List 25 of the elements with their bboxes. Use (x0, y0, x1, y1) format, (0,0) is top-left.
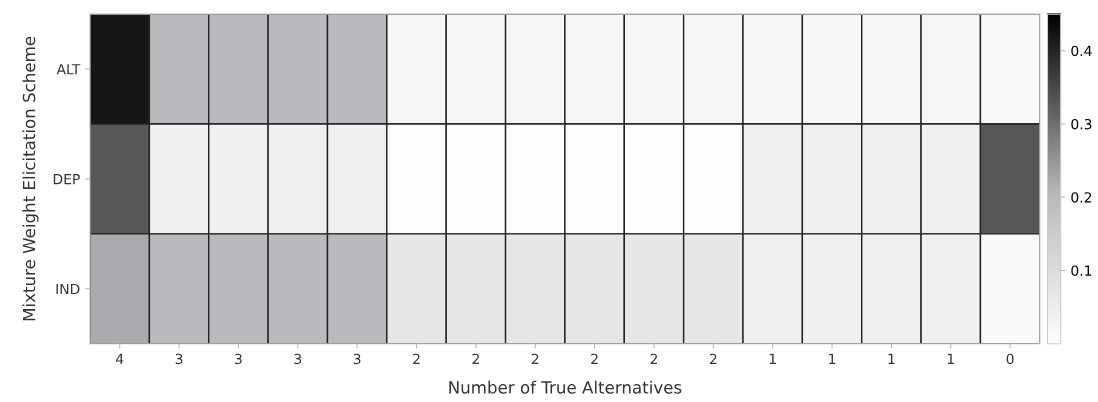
y-axis-title: Mixture Weight Elicitation Scheme (22, 36, 39, 321)
x-tick-label: 3 (235, 353, 242, 365)
x-tick-label: 2 (413, 353, 420, 364)
x-tick-label: 2 (709, 353, 717, 364)
x-tick-label: 0 (1006, 353, 1014, 365)
x-tick-label: 2 (531, 353, 539, 364)
color-bar-label: 0.3 (1071, 118, 1092, 130)
x-tick-label: 1 (888, 353, 895, 364)
x-tick-label: 2 (650, 353, 657, 364)
x-tick-label: 3 (294, 353, 302, 365)
x-tick-label: 3 (353, 353, 361, 365)
x-axis-title: Number of True Alternatives (449, 380, 682, 394)
color-bar-label: 0.1 (1071, 265, 1092, 276)
x-tick-label: 1 (947, 353, 954, 364)
x-tick-label: 2 (472, 353, 479, 364)
x-tick-label: 4 (115, 353, 124, 364)
color-bar-label: 0.4 (1071, 45, 1092, 57)
y-tick-label: IND (56, 283, 80, 295)
x-tick-label: 1 (769, 353, 776, 364)
y-tick-label: ALT (56, 64, 81, 75)
x-tick-label: 2 (591, 353, 598, 364)
color-bar-label: 0.2 (1071, 192, 1092, 203)
y-tick-label: DEP (53, 174, 80, 185)
x-tick-label: 1 (829, 353, 836, 364)
x-tick-label: 3 (175, 353, 183, 365)
